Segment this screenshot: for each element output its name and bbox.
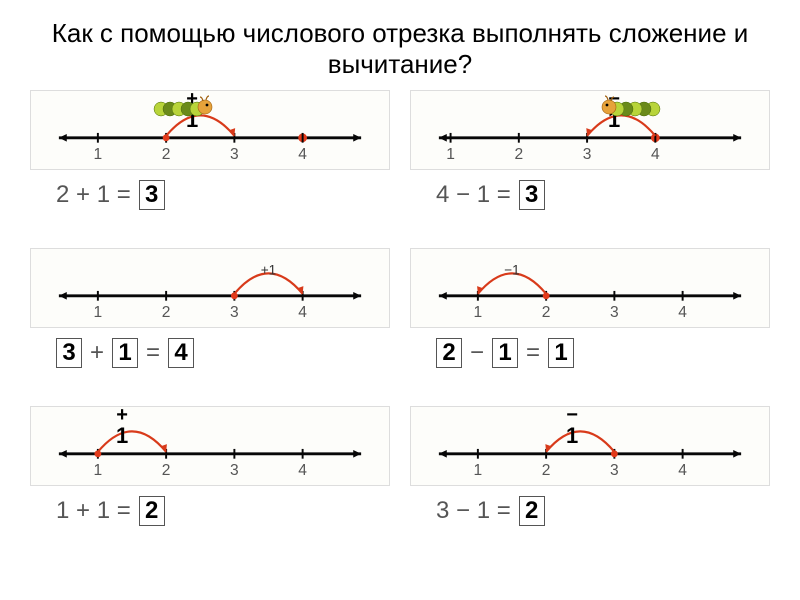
- panel-p3: 1 2 3 4 +1 3 +1 = 4: [30, 248, 390, 398]
- caterpillar-icon: [601, 95, 661, 117]
- equation-result: 2: [519, 496, 545, 526]
- svg-text:3: 3: [610, 305, 619, 322]
- svg-text:1: 1: [94, 147, 103, 164]
- equation-op: −: [470, 339, 484, 367]
- equation: 2−1=1: [410, 328, 770, 368]
- equation-prefix: 1 + 1 =: [56, 497, 131, 525]
- svg-text:1: 1: [474, 305, 483, 322]
- panel-p4: 1234−1 2−1=1: [410, 248, 770, 398]
- panels-grid: 1234+1 2 + 1 =3 1234−1 4 − 1 =3 1234+1 3…: [0, 90, 800, 576]
- svg-text:4: 4: [678, 305, 687, 322]
- equation-op: +: [90, 339, 104, 367]
- svg-text:1: 1: [94, 305, 103, 322]
- equation: 3 +1 = 4: [30, 328, 390, 368]
- svg-text:2: 2: [162, 463, 171, 480]
- svg-text:3: 3: [230, 463, 239, 480]
- svg-text:3: 3: [610, 463, 619, 480]
- caterpillar-icon: [153, 95, 213, 117]
- number-line: 1234−1: [410, 90, 770, 170]
- svg-text:2: 2: [542, 463, 551, 480]
- panel-p6: 1 2 3 4 −1 3 − 1 = 2: [410, 406, 770, 556]
- svg-text:3: 3: [230, 147, 239, 164]
- equation-box: 1: [492, 338, 518, 368]
- panel-p2: 1234−1 4 − 1 =3: [410, 90, 770, 240]
- number-line: 1 2 3 4 +1: [30, 248, 390, 328]
- equation: 1 + 1 = 2: [30, 486, 390, 526]
- panel-p5: 1 2 3 4 +1 1 + 1 = 2: [30, 406, 390, 556]
- equation-box: 4: [168, 338, 194, 368]
- svg-text:2: 2: [542, 305, 551, 322]
- equation-result: 3: [139, 180, 165, 210]
- equation-prefix: 4 − 1 =: [436, 181, 511, 209]
- number-line: 1 2 3 4 +1: [30, 406, 390, 486]
- svg-text:3: 3: [230, 305, 239, 322]
- equation-box: 2: [436, 338, 462, 368]
- svg-text:4: 4: [651, 147, 660, 164]
- equation-result: 3: [519, 180, 545, 210]
- equation-prefix: 3 − 1 =: [436, 497, 511, 525]
- svg-text:1: 1: [474, 463, 483, 480]
- page-title: Как с помощью числового отрезка выполнят…: [0, 0, 800, 90]
- equation: 2 + 1 = 3: [30, 170, 390, 210]
- svg-text:2: 2: [514, 147, 523, 164]
- equation-box: 1: [112, 338, 138, 368]
- equation-op: =: [526, 339, 540, 367]
- equation-result: 2: [139, 496, 165, 526]
- svg-text:1: 1: [94, 463, 103, 480]
- svg-text:2: 2: [162, 305, 171, 322]
- equation: 4 − 1 = 3: [410, 170, 770, 210]
- svg-text:2: 2: [162, 147, 171, 164]
- svg-text:3: 3: [583, 147, 592, 164]
- svg-text:4: 4: [678, 463, 687, 480]
- number-line: 1 2 3 4 −1: [410, 248, 770, 328]
- arc-op-label: +1: [116, 405, 128, 447]
- svg-text:+1: +1: [261, 263, 277, 278]
- equation-prefix: 2 + 1 =: [56, 181, 131, 209]
- svg-text:4: 4: [298, 463, 307, 480]
- equation-box: 1: [548, 338, 574, 368]
- equation-box: 3: [56, 338, 82, 368]
- number-line: 1 2 3 4 −1: [410, 406, 770, 486]
- svg-text:4: 4: [298, 305, 307, 322]
- svg-text:4: 4: [298, 147, 307, 164]
- arc-op-label: −1: [566, 405, 578, 447]
- svg-text:1: 1: [446, 147, 455, 164]
- svg-text:−1: −1: [504, 263, 520, 278]
- equation: 3 − 1 = 2: [410, 486, 770, 526]
- panel-p1: 1234+1 2 + 1 =3: [30, 90, 390, 240]
- number-line: 1234+1: [30, 90, 390, 170]
- equation-op: =: [146, 339, 160, 367]
